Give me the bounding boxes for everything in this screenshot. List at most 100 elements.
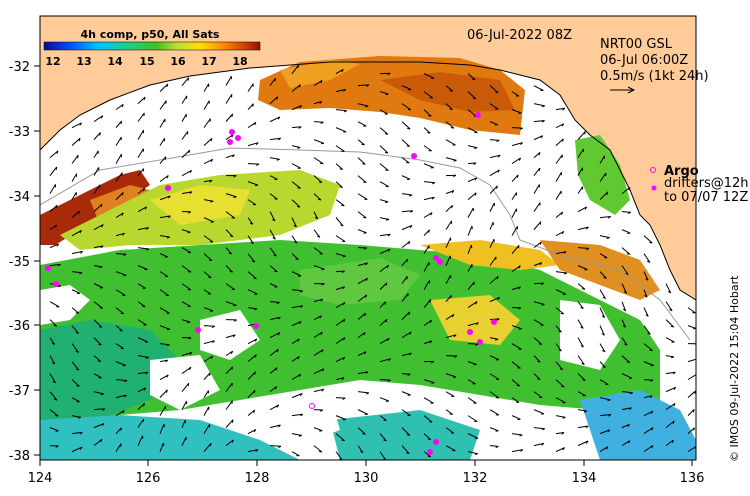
current-arrow xyxy=(555,138,564,147)
current-arrow-head xyxy=(250,241,254,245)
current-arrow-head xyxy=(384,301,386,305)
current-arrow xyxy=(511,157,521,165)
current-arrow xyxy=(357,351,367,357)
current-arrow-head xyxy=(143,96,146,101)
current-arrow-head xyxy=(208,259,213,262)
current-arrow-head xyxy=(249,222,254,225)
current-arrow-head xyxy=(79,230,82,234)
current-arrow-head xyxy=(120,120,123,125)
current-arrow xyxy=(379,145,389,154)
current-arrow-head xyxy=(51,362,56,365)
current-arrow xyxy=(225,265,233,273)
current-arrow-head xyxy=(123,274,127,277)
current-arrow-head xyxy=(276,158,280,161)
current-arrow xyxy=(137,283,146,289)
current-arrow xyxy=(423,451,432,458)
current-arrow-head xyxy=(670,356,675,359)
current-arrow-head xyxy=(321,283,325,286)
current-arrow-head xyxy=(622,325,626,328)
current-arrow xyxy=(291,321,302,327)
current-arrow xyxy=(313,315,322,321)
current-arrow xyxy=(555,211,563,219)
current-arrow xyxy=(533,409,545,415)
current-arrow xyxy=(467,322,479,327)
current-arrow xyxy=(137,387,146,393)
current-arrow-head xyxy=(99,132,101,136)
current-arrow xyxy=(181,301,191,307)
current-arrow xyxy=(93,167,100,176)
current-arrow-head xyxy=(142,168,145,172)
current-arrow xyxy=(445,157,457,161)
current-arrow xyxy=(159,374,169,381)
current-arrow-head xyxy=(383,439,387,442)
current-arrow xyxy=(467,263,473,272)
current-arrow xyxy=(489,445,499,447)
current-arrow xyxy=(577,206,587,213)
current-arrow-head xyxy=(650,379,654,382)
current-arrow-head xyxy=(628,440,631,444)
current-arrow-head xyxy=(77,416,82,419)
current-arrow xyxy=(291,199,301,208)
gsl-line1: NRT00 GSL xyxy=(600,37,673,52)
current-arrow xyxy=(93,319,103,328)
current-arrow xyxy=(423,379,435,384)
current-arrow xyxy=(467,361,477,365)
current-arrow xyxy=(555,325,562,333)
current-arrow-head xyxy=(189,191,193,194)
current-arrow xyxy=(511,415,521,420)
current-arrow xyxy=(643,307,649,317)
current-arrow xyxy=(291,253,299,260)
current-arrow xyxy=(335,337,346,345)
current-arrow xyxy=(225,334,236,339)
current-arrow xyxy=(357,445,364,453)
current-arrow xyxy=(181,113,187,122)
current-arrow xyxy=(489,337,499,340)
current-arrow-head xyxy=(343,110,347,113)
current-arrow xyxy=(401,224,413,231)
current-arrow xyxy=(313,265,325,270)
current-arrow xyxy=(511,244,520,254)
current-arrow xyxy=(137,403,145,410)
current-arrow xyxy=(599,343,606,353)
current-arrow xyxy=(269,424,281,429)
current-arrow-head xyxy=(497,169,500,173)
x-tick-label: 126 xyxy=(136,471,161,486)
current-arrow xyxy=(577,226,589,231)
current-arrow-head xyxy=(607,429,611,433)
current-arrow xyxy=(533,373,541,381)
current-arrow-head xyxy=(276,301,280,305)
current-arrow xyxy=(533,202,541,212)
current-arrow xyxy=(291,451,300,457)
current-arrow xyxy=(423,163,434,169)
current-arrow-head xyxy=(79,431,83,435)
current-arrow-head xyxy=(541,105,545,108)
current-arrow xyxy=(357,121,367,127)
current-arrow xyxy=(467,177,477,183)
current-arrow-head xyxy=(210,443,212,447)
current-arrow xyxy=(599,216,611,219)
current-arrow-head xyxy=(299,290,303,293)
current-arrow-head xyxy=(582,379,586,381)
current-arrow-head xyxy=(55,445,59,448)
y-tick-label: -37 xyxy=(9,384,30,399)
current-arrow-head xyxy=(561,385,565,388)
current-arrow xyxy=(181,131,189,140)
current-arrow xyxy=(423,109,432,117)
current-arrow-head xyxy=(321,368,325,372)
current-arrow xyxy=(401,241,411,249)
current-arrow xyxy=(489,355,500,361)
current-arrow-head xyxy=(628,187,631,191)
current-arrow xyxy=(313,79,323,87)
current-arrow xyxy=(225,94,233,104)
current-arrow xyxy=(445,204,453,212)
current-arrow xyxy=(445,427,455,434)
current-arrow-head xyxy=(518,265,521,269)
current-arrow xyxy=(115,232,125,237)
current-arrow xyxy=(225,400,233,410)
current-arrow xyxy=(159,235,170,238)
drifter-tracks xyxy=(45,112,497,455)
current-arrow-head xyxy=(298,126,302,129)
current-arrow xyxy=(181,366,192,375)
current-arrow-head xyxy=(123,253,127,256)
current-arrow-head xyxy=(474,177,478,181)
